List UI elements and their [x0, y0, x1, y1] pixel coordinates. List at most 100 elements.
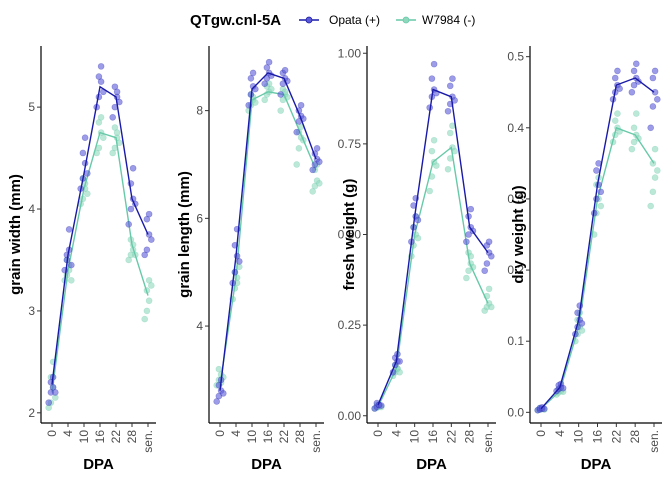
data-point-opata	[249, 69, 257, 77]
x-tick-label: 10	[408, 430, 422, 444]
y-tick-label: 5	[28, 100, 35, 114]
data-point-w7984	[100, 134, 107, 142]
x-tick-label: 4	[229, 430, 243, 437]
x-tick-label: 22	[109, 430, 123, 444]
y-tick-label: 0.5	[507, 50, 524, 64]
data-point-w7984	[311, 182, 319, 190]
data-point-w7984	[651, 145, 659, 153]
data-point-w7984	[632, 110, 640, 117]
data-point-w7984	[109, 149, 116, 157]
data-point-w7984	[145, 277, 153, 284]
y-tick-label: 0.25	[338, 318, 362, 332]
data-point-opata	[467, 205, 475, 213]
data-point-w7984	[432, 162, 440, 169]
data-point-w7984	[444, 165, 452, 173]
data-point-opata	[84, 170, 91, 177]
data-point-w7984	[630, 124, 638, 132]
data-point-opata	[449, 75, 456, 82]
data-point-w7984	[649, 188, 657, 196]
y-tick-label: 2	[28, 406, 35, 420]
series-opata	[45, 63, 155, 406]
x-axis-title: DPA	[83, 456, 114, 473]
data-point-opata	[444, 107, 452, 115]
series-opata	[371, 60, 495, 412]
data-point-opata	[653, 96, 661, 103]
data-point-w7984	[428, 147, 436, 155]
data-point-w7984	[651, 174, 659, 181]
x-tick-label: 0	[534, 430, 548, 437]
data-point-opata	[487, 252, 495, 260]
data-point-opata	[129, 164, 137, 172]
data-point-opata	[265, 58, 273, 66]
data-point-w7984	[430, 136, 438, 144]
data-point-opata	[628, 88, 636, 96]
data-point-opata	[263, 64, 271, 71]
y-tick-label: 0.00	[338, 409, 362, 423]
data-point-w7984	[281, 88, 289, 96]
data-point-w7984	[426, 187, 434, 195]
legend-entry-w7984: W7984 (-)	[396, 13, 475, 27]
x-tick-label: 22	[277, 430, 291, 444]
data-point-opata	[79, 149, 87, 157]
data-point-opata	[313, 145, 321, 152]
data-point-w7984	[611, 117, 619, 124]
y-tick-label: 0.0	[507, 405, 524, 419]
data-point-w7984	[215, 365, 223, 373]
y-tick-label: 8	[196, 104, 203, 118]
data-point-opata	[113, 88, 121, 96]
y-tick-label: 0.1	[507, 334, 524, 348]
x-tick-label: 22	[444, 430, 458, 444]
data-point-w7984	[113, 129, 121, 136]
x-tick-label: 4	[553, 430, 567, 437]
data-point-opata	[614, 67, 621, 75]
series-opata	[534, 60, 661, 414]
mean-line-w7984	[51, 131, 149, 393]
series-opata	[213, 58, 323, 405]
x-axis-title: DPA	[581, 456, 612, 473]
data-point-opata	[109, 114, 116, 121]
y-tick-label: 0.2	[507, 263, 524, 277]
data-point-opata	[68, 261, 75, 269]
y-tick-label: 0.4	[507, 121, 524, 135]
data-point-opata	[651, 88, 659, 96]
data-point-w7984	[125, 256, 132, 264]
series-w7984	[213, 80, 323, 389]
data-point-w7984	[95, 119, 103, 126]
x-tick-label: 0	[45, 430, 59, 437]
data-point-opata	[261, 80, 269, 87]
x-axis-title: DPA	[251, 456, 282, 473]
x-tick-label: 28	[125, 430, 139, 444]
y-axis-title: dry weight (g)	[510, 185, 527, 283]
data-point-opata	[145, 210, 153, 218]
mean-line-opata	[377, 88, 489, 406]
data-point-w7984	[267, 85, 275, 93]
data-point-opata	[51, 389, 59, 396]
legend-entry-opata: Opata (+)	[299, 13, 380, 27]
data-point-opata	[220, 390, 227, 397]
x-tick-label: 28	[293, 430, 307, 444]
data-point-opata	[463, 238, 470, 246]
data-point-opata	[277, 91, 285, 98]
data-point-w7984	[295, 145, 303, 152]
data-point-w7984	[649, 160, 657, 167]
data-point-w7984	[630, 138, 638, 146]
data-point-opata	[649, 103, 657, 110]
data-point-w7984	[614, 110, 621, 117]
data-point-opata	[148, 236, 155, 243]
data-point-w7984	[68, 277, 75, 284]
data-point-w7984	[414, 234, 422, 242]
data-point-opata	[597, 188, 605, 196]
data-point-opata	[143, 246, 151, 254]
data-point-opata	[414, 216, 422, 224]
data-point-opata	[446, 82, 454, 90]
data-point-opata	[649, 74, 657, 82]
data-point-opata	[215, 392, 223, 400]
series-w7984	[534, 110, 661, 414]
data-point-opata	[213, 398, 220, 405]
data-point-opata	[263, 75, 271, 82]
legend-title: QTgw.cnl-5A	[190, 12, 281, 29]
x-tick-label: sen.	[309, 430, 323, 453]
data-point-opata	[236, 258, 243, 265]
data-point-w7984	[628, 145, 636, 153]
